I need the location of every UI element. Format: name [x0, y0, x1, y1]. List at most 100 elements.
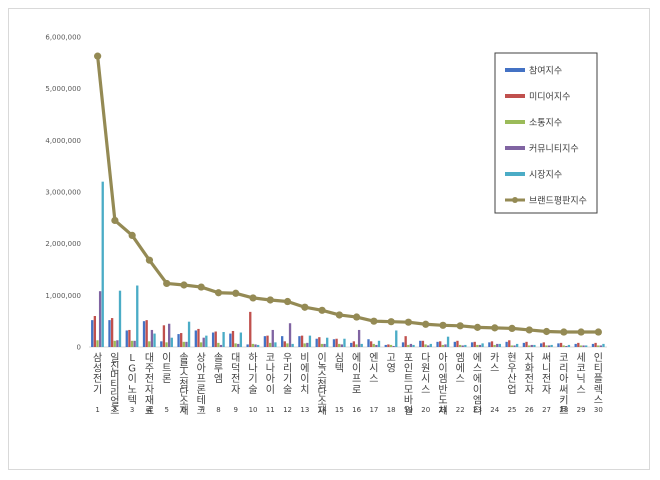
bar-미디어지수-인티플렉스 — [594, 342, 597, 347]
bar-참여지수-세코닉스 — [574, 343, 577, 347]
bar-시장지수-대주전자재료 — [153, 333, 156, 347]
bar-소통지수-하나기술 — [251, 343, 255, 347]
bar-미디어지수-엔시스 — [369, 341, 373, 347]
bar-미디어지수-이트론 — [162, 325, 166, 347]
bar-시장지수-세코닉스 — [585, 345, 588, 347]
x-rank-label: 20 — [421, 406, 430, 414]
bar-커뮤니티지수-카스 — [496, 343, 499, 347]
bar-커뮤니티지수-고영 — [392, 345, 395, 347]
bar-미디어지수-자화전자 — [525, 341, 528, 347]
x-rank-label: 23 — [473, 406, 482, 414]
x-rank-label: 29 — [577, 406, 586, 414]
point-브랜드평판지수-써니전자 — [542, 327, 551, 336]
bar-미디어지수-코리아써키트 — [559, 342, 563, 347]
bar-참여지수-인티플렉스 — [591, 343, 595, 347]
y-tick-label: 4,000,000 — [45, 137, 81, 145]
bar-시장지수-카스 — [498, 343, 502, 347]
bar-시장지수-하나기술 — [256, 344, 260, 347]
chart-frame: 0 1,000,000 2,000,000 3,000,000 4,000,000 5,0… — [8, 8, 650, 470]
x-rank-label: 12 — [283, 406, 292, 414]
bar-참여지수-자화전자 — [522, 342, 526, 347]
x-rank-label: 14 — [318, 406, 327, 414]
x-rank-label: 6 — [182, 406, 187, 414]
bar-소통지수-현우산업 — [510, 345, 514, 347]
point-브랜드평판지수-일진머티리얼즈 — [111, 216, 119, 225]
legend-label: 소통지수 — [529, 118, 562, 129]
bar-미디어지수-다원시스 — [421, 340, 425, 347]
x-rank-label: 25 — [508, 406, 517, 414]
legend-swatch — [505, 68, 525, 72]
bar-참여지수-일진머티리얼즈 — [108, 320, 111, 347]
bar-커뮤니티지수-다원시스 — [427, 345, 430, 347]
point-브랜드평판지수-고영 — [387, 318, 395, 326]
bar-소통지수-대덕전자 — [234, 343, 237, 347]
bar-소통지수-우리기술 — [286, 343, 289, 347]
bar-커뮤니티지수-현우산업 — [513, 345, 516, 347]
x-rank-label: 8 — [216, 406, 220, 414]
point-브랜드평판지수-자화전자 — [525, 326, 533, 334]
point-브랜드평판지수-이트론 — [163, 279, 171, 288]
bar-소통지수-고영 — [389, 344, 393, 347]
bar-참여지수-엔시스 — [367, 339, 370, 347]
point-브랜드평판지수-엠에스 — [456, 322, 464, 330]
x-rank-label: 24 — [490, 406, 499, 414]
bar-커뮤니티지수-비에이치 — [306, 342, 309, 347]
x-rank-label: 10 — [249, 406, 258, 414]
y-tick-label: 5,000,000 — [45, 85, 81, 93]
point-브랜드평판지수-이녹스첨단소재 — [318, 306, 326, 314]
bar-커뮤니티지수-일진머티리얼즈 — [116, 340, 119, 347]
bar-커뮤니티지수-대주전자재료 — [150, 329, 154, 347]
bar-소통지수-코리아써키트 — [562, 345, 565, 347]
bar-커뮤니티지수-심텍 — [340, 344, 343, 347]
bar-미디어지수-포인트모바일 — [404, 336, 407, 347]
x-rank-label: 11 — [266, 406, 275, 414]
bar-소통지수-엠에스 — [458, 344, 462, 347]
bar-소통지수-포인트모바일 — [407, 344, 410, 347]
point-브랜드평판지수-현우산업 — [508, 324, 516, 332]
bar-소통지수-솔루엠 — [217, 342, 220, 347]
legend-label: 커뮤니티지수 — [529, 144, 579, 155]
point-브랜드평판지수-하나기술 — [249, 294, 257, 302]
bar-시장지수-인티플렉스 — [602, 343, 605, 347]
bar-소통지수-써니전자 — [545, 345, 548, 347]
bar-소통지수-LG이노텍 — [130, 340, 134, 347]
bar-시장지수-코리아써키트 — [567, 344, 571, 347]
bar-시장지수-솔루엠 — [222, 332, 225, 347]
bar-커뮤니티지수-엔시스 — [375, 344, 378, 347]
bar-시장지수-비에이치 — [308, 335, 312, 347]
point-브랜드평판지수-세코닉스 — [577, 328, 585, 336]
bar-시장지수-대덕전자 — [239, 332, 243, 347]
bar-시장지수-LG이노텍 — [136, 285, 139, 347]
brand-reputation-chart: 0 1,000,000 2,000,000 3,000,000 4,000,000 5,0… — [45, 34, 607, 417]
x-axis: 삼 성 전 기 1 일 진 머 티 리 얼 즈2 L G 이 노 텍3 대 주 전 자 재 료4 이 트 론 5 솔 루 스 첨 단 소 재6 상 아… — [93, 351, 603, 417]
bar-미디어지수-이녹스첨단소재 — [318, 337, 321, 347]
bar-소통지수-이트론 — [165, 342, 168, 347]
legend-marker — [512, 197, 518, 203]
bar-참여지수-삼성전기 — [91, 320, 94, 347]
bar-참여지수-대덕전자 — [229, 333, 232, 347]
bar-커뮤니티지수-LG이노텍 — [133, 340, 136, 347]
point-브랜드평판지수-카스 — [491, 324, 499, 332]
x-rank-label: 30 — [594, 406, 603, 414]
point-브랜드평판지수-우리기술 — [283, 297, 292, 306]
bar-미디어지수-하나기술 — [249, 311, 252, 347]
point-브랜드평판지수-아이엠반도체 — [439, 321, 447, 329]
bar-미디어지수-코나아이 — [266, 335, 269, 347]
bar-미디어지수-우리기술 — [283, 341, 286, 347]
bar-미디어지수-심텍 — [335, 338, 338, 347]
x-rank-label: 27 — [542, 406, 551, 414]
bar-미디어지수-LG이노텍 — [128, 329, 131, 347]
legend-box — [494, 52, 598, 214]
bar-시장지수-에이프로 — [360, 343, 363, 347]
bar-시장지수-이트론 — [170, 337, 173, 347]
